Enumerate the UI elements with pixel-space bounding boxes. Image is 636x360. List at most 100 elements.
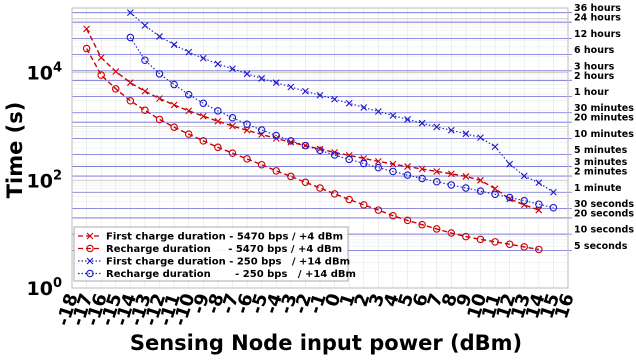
data-point bbox=[86, 257, 94, 265]
data-point bbox=[462, 232, 470, 241]
series-line bbox=[85, 28, 540, 211]
data-point bbox=[243, 120, 251, 128]
data-point bbox=[272, 167, 280, 175]
data-point bbox=[491, 238, 499, 246]
data-point bbox=[345, 99, 353, 107]
reference-line-label: 5 minutes bbox=[574, 145, 628, 156]
data-point bbox=[199, 54, 207, 62]
data-point bbox=[476, 235, 485, 244]
x-tick-label: 3 bbox=[365, 291, 389, 309]
x-tick-label: 5 bbox=[394, 291, 418, 309]
data-point bbox=[491, 143, 499, 151]
x-tick-labels: -18-17-16-15-14-13-12-11-10-9-8-7-6-5-4-… bbox=[53, 291, 579, 328]
y-tick-label: 104 bbox=[27, 61, 63, 85]
time-reference-lines bbox=[72, 12, 572, 251]
data-point bbox=[185, 107, 193, 115]
data-point bbox=[228, 114, 237, 122]
y-axis-label: Time (s) bbox=[3, 102, 27, 199]
data-point bbox=[86, 244, 94, 253]
data-point bbox=[345, 152, 353, 159]
y-tick-label: 102 bbox=[27, 168, 63, 192]
data-point bbox=[141, 56, 149, 64]
data-point bbox=[86, 269, 94, 278]
data-point bbox=[257, 126, 266, 134]
legend-entry: First charge duration - 250 bps / +14 dB… bbox=[106, 257, 350, 268]
reference-line-label: 6 hours bbox=[574, 45, 615, 56]
x-axis-label: Sensing Node input power (dBm) bbox=[130, 331, 522, 355]
legend-entry: Recharge duration - 5470 bps / +4 dBm bbox=[106, 244, 342, 255]
series bbox=[126, 33, 558, 212]
data-point bbox=[301, 141, 310, 150]
reference-line-label: 1 minute bbox=[574, 183, 622, 194]
data-point bbox=[243, 126, 251, 134]
x-tick-label: 2 bbox=[351, 291, 375, 309]
data-point bbox=[432, 225, 441, 233]
data-point bbox=[491, 190, 499, 199]
data-point bbox=[141, 106, 149, 115]
data-point bbox=[462, 130, 470, 138]
data-point bbox=[549, 203, 558, 212]
legend-entry: Recharge duration - 250 bps / +14 dBm bbox=[106, 269, 356, 280]
data-point bbox=[112, 68, 120, 75]
data-point bbox=[141, 87, 149, 95]
data-point bbox=[155, 70, 164, 78]
data-point bbox=[374, 206, 383, 214]
legend-entry: First charge duration - 5470 bps / +4 dB… bbox=[106, 232, 343, 243]
data-point bbox=[214, 107, 222, 115]
data-point bbox=[418, 174, 426, 183]
reference-line-label: 2 minutes bbox=[574, 167, 628, 178]
reference-line-label: 10 seconds bbox=[574, 225, 634, 236]
legend: First charge duration - 5470 bps / +4 dB… bbox=[73, 226, 356, 282]
data-point bbox=[170, 80, 178, 89]
data-point bbox=[243, 155, 251, 163]
reference-line-label: 5 seconds bbox=[574, 241, 628, 252]
x-tick-label: 4 bbox=[380, 291, 404, 309]
data-point bbox=[462, 173, 470, 180]
data-point bbox=[112, 85, 120, 93]
data-point bbox=[214, 117, 222, 125]
data-point bbox=[214, 143, 222, 152]
data-point bbox=[447, 181, 456, 189]
data-point bbox=[97, 54, 105, 61]
data-point bbox=[374, 157, 382, 165]
data-point bbox=[185, 48, 193, 56]
reference-line-label: 3 minutes bbox=[574, 157, 628, 168]
data-point bbox=[229, 65, 236, 73]
data-point bbox=[83, 25, 90, 33]
data-point bbox=[170, 101, 178, 109]
data-point bbox=[433, 168, 441, 175]
reference-line-label: 2 hours bbox=[574, 71, 615, 82]
data-point bbox=[535, 200, 543, 208]
x-tick-label: 0 bbox=[321, 291, 345, 309]
series-line bbox=[129, 12, 554, 193]
data-point bbox=[418, 165, 426, 173]
data-point bbox=[374, 163, 383, 172]
data-point bbox=[287, 83, 295, 91]
plot-frame bbox=[71, 7, 569, 289]
data-point bbox=[360, 159, 368, 168]
data-point bbox=[535, 206, 543, 214]
data-point bbox=[156, 95, 163, 102]
reference-line-label: 20 seconds bbox=[574, 208, 634, 219]
data-point bbox=[389, 167, 397, 176]
data-point bbox=[447, 126, 455, 134]
x-tick-label: 6 bbox=[409, 291, 433, 309]
reference-line-label: 10 minutes bbox=[574, 129, 634, 140]
data-point bbox=[257, 160, 266, 169]
data-point bbox=[447, 170, 455, 178]
data-point bbox=[126, 79, 134, 87]
data-point bbox=[243, 70, 251, 78]
data-point bbox=[403, 171, 412, 179]
data-point bbox=[258, 75, 266, 82]
data-point bbox=[97, 71, 105, 79]
data-point bbox=[301, 178, 310, 187]
data-point bbox=[345, 195, 353, 204]
data-point bbox=[505, 240, 514, 248]
reference-line-label: 20 minutes bbox=[574, 113, 634, 124]
data-point bbox=[184, 90, 193, 99]
data-point bbox=[199, 99, 208, 107]
data-point bbox=[199, 137, 208, 145]
data-point bbox=[447, 229, 456, 237]
